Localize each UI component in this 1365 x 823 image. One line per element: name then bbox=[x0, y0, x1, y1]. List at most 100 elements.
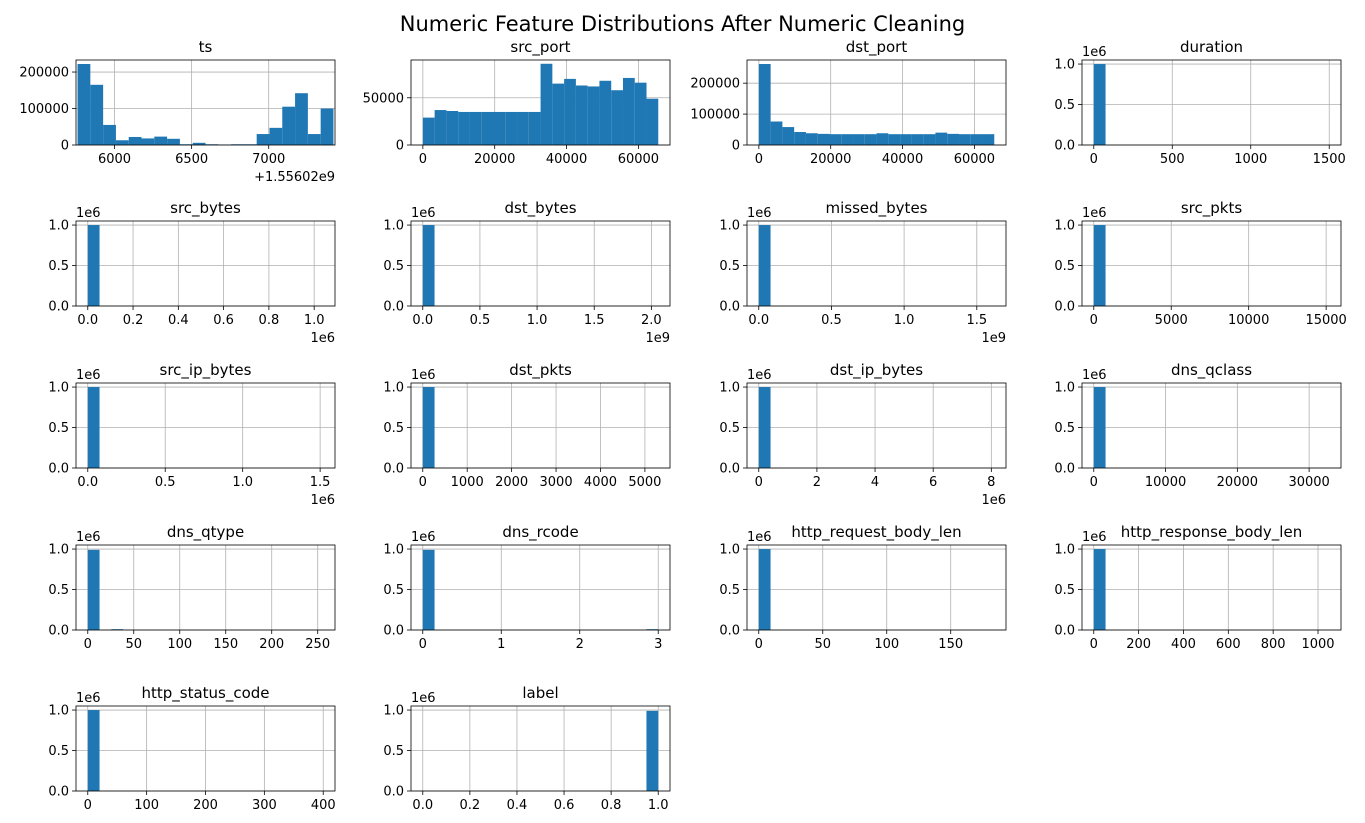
histogram-bar bbox=[1093, 549, 1106, 630]
histogram-bar bbox=[422, 549, 435, 630]
y-tick-label: 0.5 bbox=[48, 259, 69, 274]
panel-title: http_response_body_len bbox=[1121, 523, 1302, 542]
y-tick-label: 0.5 bbox=[1054, 421, 1075, 436]
y-tick-label: 100000 bbox=[19, 102, 69, 117]
y-tick-label: 0.5 bbox=[48, 744, 69, 759]
x-tick-label: 0.0 bbox=[748, 313, 769, 328]
histogram-bar bbox=[446, 111, 459, 145]
y-multiplier: 1e6 bbox=[76, 368, 101, 383]
panel-src-pkts: 0 5000 10000 15000 0.0 0.5 1.0 src_pkts 1e6 bbox=[1054, 199, 1346, 328]
y-tick-label: 0.0 bbox=[1054, 462, 1075, 477]
y-tick-label: 200000 bbox=[19, 66, 69, 81]
panel-dst-bytes: 0.0 0.5 1.0 1.5 2.0 0.0 0.5 1.0 dst_bytes 1e6 1e9 bbox=[383, 199, 671, 346]
histogram-bar bbox=[794, 132, 806, 145]
panel-dst-port: 0 20000 40000 60000 0 100000 200000 dst_port bbox=[690, 38, 1007, 167]
panel-title: http_request_body_len bbox=[791, 523, 961, 542]
x-tick-label: 2 bbox=[813, 475, 821, 490]
panel-http-status-code: 0 100 200 300 400 0.0 0.5 1.0 http_status_code 1e… bbox=[48, 684, 335, 813]
y-tick-label: 0 bbox=[396, 139, 404, 154]
y-multiplier: 1e6 bbox=[411, 368, 436, 383]
histogram-bar bbox=[587, 86, 600, 145]
x-tick-label: 0 bbox=[1090, 152, 1098, 167]
x-tick-label: 0 bbox=[1090, 313, 1098, 328]
axes-frame bbox=[746, 382, 1007, 469]
panel-ts: 6000 6500 7000 0 100000 200000 ts +1.55602e9 bbox=[19, 38, 336, 185]
axes-frame bbox=[75, 382, 336, 469]
y-multiplier: 1e6 bbox=[1082, 530, 1107, 545]
histogram-bar bbox=[469, 111, 482, 145]
x-tick-label: 0.2 bbox=[123, 313, 144, 328]
x-tick-label: 60000 bbox=[618, 152, 659, 167]
x-tick-label: 300 bbox=[252, 798, 277, 813]
histogram-bar bbox=[320, 108, 334, 145]
panel-title: dst_pkts bbox=[509, 361, 572, 380]
histogram-bar bbox=[422, 387, 435, 468]
histogram-bar bbox=[87, 225, 100, 306]
histogram-bar bbox=[829, 134, 842, 145]
panel-dst-ip-bytes: 0 2 4 6 8 0.0 0.5 1.0 dst_ip_bytes 1e6 1e6 bbox=[719, 361, 1007, 508]
x-tick-label: 60000 bbox=[954, 152, 995, 167]
histogram-bar bbox=[817, 133, 830, 145]
axes-frame bbox=[1081, 220, 1342, 307]
histogram-bar bbox=[646, 710, 659, 791]
x-tick-label: 0.6 bbox=[213, 313, 234, 328]
x-tick-label: 30000 bbox=[1288, 475, 1329, 490]
histogram-bar bbox=[646, 629, 659, 630]
x-tick-label: 50 bbox=[125, 637, 142, 652]
x-tick-label: 500 bbox=[1160, 152, 1185, 167]
panel-title: src_bytes bbox=[170, 199, 241, 218]
y-tick-label: 0.0 bbox=[1054, 139, 1075, 154]
y-tick-label: 0.0 bbox=[48, 624, 69, 639]
histogram-bar bbox=[90, 84, 104, 145]
histogram-bar bbox=[115, 140, 129, 145]
x-tick-label: 150 bbox=[938, 637, 963, 652]
y-tick-label: 1.0 bbox=[719, 381, 740, 396]
panel-missed-bytes: 0.0 0.5 1.0 1.5 0.0 0.5 1.0 missed_bytes 1e6 1e9 bbox=[719, 199, 1007, 346]
histogram-bar bbox=[295, 93, 308, 145]
y-multiplier: 1e6 bbox=[1082, 368, 1107, 383]
y-tick-label: 1.0 bbox=[383, 543, 404, 558]
histogram-bar bbox=[552, 83, 565, 145]
histogram-bar bbox=[770, 121, 783, 145]
x-tick-label: 200 bbox=[1126, 637, 1151, 652]
y-multiplier: 1e6 bbox=[411, 530, 436, 545]
histogram-bar bbox=[758, 64, 771, 145]
x-tick-label: 2000 bbox=[495, 475, 528, 490]
histogram-bar bbox=[528, 111, 541, 145]
x-tick-label: 0 bbox=[419, 475, 427, 490]
panel-title: dst_port bbox=[846, 38, 908, 57]
axes-frame bbox=[746, 544, 1007, 631]
axes-frame bbox=[75, 220, 336, 307]
histogram-bar bbox=[758, 549, 771, 630]
x-tick-label: 1.0 bbox=[648, 798, 669, 813]
axes-frame bbox=[410, 59, 671, 146]
x-tick-label: 100 bbox=[134, 798, 159, 813]
y-multiplier: 1e6 bbox=[747, 368, 772, 383]
y-tick-label: 0.5 bbox=[383, 259, 404, 274]
x-tick-label: 100 bbox=[874, 637, 899, 652]
y-tick-label: 0.5 bbox=[48, 421, 69, 436]
histogram-bar bbox=[622, 77, 635, 145]
histogram-bar bbox=[575, 85, 588, 145]
y-tick-label: 200000 bbox=[690, 77, 740, 92]
axes-frame bbox=[1081, 382, 1342, 469]
panel-title: src_port bbox=[510, 38, 570, 57]
y-tick-label: 0.5 bbox=[719, 583, 740, 598]
y-multiplier: 1e6 bbox=[76, 691, 101, 706]
x-tick-label: 4 bbox=[871, 475, 879, 490]
histogram-bar bbox=[269, 127, 283, 145]
histogram-bar bbox=[876, 133, 889, 145]
histogram-bar bbox=[103, 124, 116, 145]
x-tick-label: 1 bbox=[497, 637, 505, 652]
x-tick-label: 0.0 bbox=[412, 798, 433, 813]
y-tick-label: 0.0 bbox=[719, 624, 740, 639]
y-tick-label: 0.0 bbox=[48, 785, 69, 800]
panel-dns-qtype: 0 50 100 150 200 250 0.0 0.5 1.0 dns_qtype 1e6 bbox=[48, 523, 336, 652]
x-offset: 1e9 bbox=[645, 331, 670, 346]
histogram-bar bbox=[1093, 64, 1106, 145]
panel-http-response-body-len: 0 200 400 600 800 1000 0.0 0.5 1.0 http_response_… bbox=[1054, 523, 1342, 652]
panel-title: src_ip_bytes bbox=[160, 361, 252, 380]
y-tick-label: 1.0 bbox=[1054, 58, 1075, 73]
x-tick-label: 0.0 bbox=[77, 313, 98, 328]
histogram-bar bbox=[864, 134, 877, 145]
